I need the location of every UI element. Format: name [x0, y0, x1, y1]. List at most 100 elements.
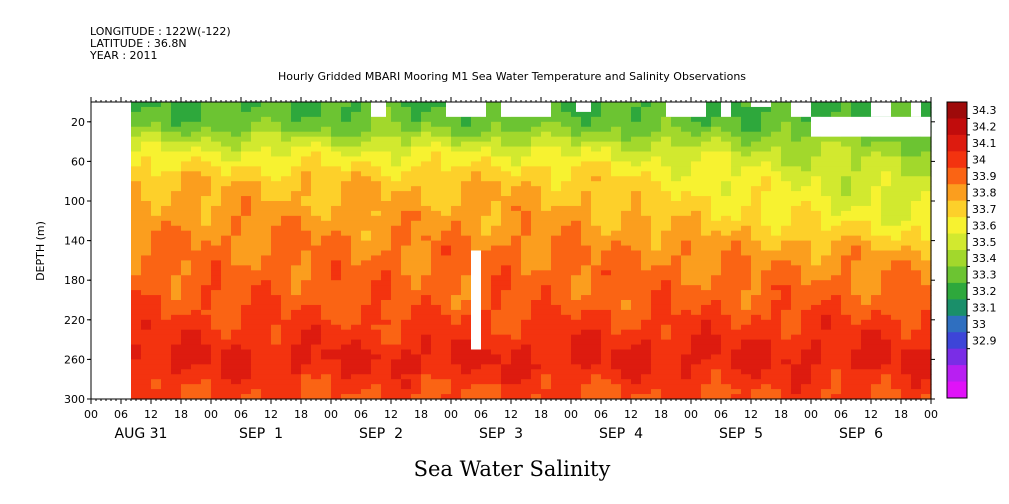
- salinity-cell: [331, 176, 342, 182]
- salinity-cell: [871, 260, 882, 266]
- salinity-cell: [921, 379, 932, 385]
- salinity-cell: [601, 131, 612, 138]
- salinity-cell: [201, 270, 212, 276]
- salinity-cell: [831, 210, 842, 217]
- salinity-cell: [621, 309, 632, 316]
- salinity-cell: [851, 344, 862, 351]
- salinity-cell: [241, 309, 252, 316]
- salinity-cell: [901, 309, 912, 316]
- salinity-cell: [741, 354, 752, 360]
- salinity-cell: [731, 240, 742, 247]
- salinity-cell: [311, 166, 322, 172]
- salinity-cell: [481, 116, 492, 123]
- salinity-cell: [561, 304, 572, 311]
- salinity-cell: [411, 344, 422, 351]
- salinity-cell: [151, 285, 162, 291]
- salinity-cell: [291, 319, 302, 326]
- salinity-cell: [321, 334, 332, 341]
- salinity-cell: [741, 250, 752, 257]
- salinity-cell: [741, 141, 752, 148]
- salinity-cell: [161, 384, 172, 390]
- salinity-cell: [131, 389, 142, 395]
- salinity-cell: [791, 220, 802, 227]
- salinity-cell: [791, 131, 802, 138]
- salinity-cell: [521, 394, 532, 400]
- salinity-cell: [351, 171, 362, 177]
- salinity-cell: [351, 275, 362, 281]
- salinity-cell: [131, 300, 142, 306]
- salinity-cell: [621, 344, 632, 351]
- salinity-cell: [451, 324, 462, 331]
- salinity-cell: [351, 304, 362, 311]
- salinity-cell: [171, 339, 182, 346]
- salinity-cell: [301, 329, 312, 336]
- salinity-cell: [311, 339, 322, 346]
- salinity-cell: [841, 389, 852, 395]
- salinity-cell: [301, 309, 312, 316]
- salinity-cell: [161, 344, 172, 351]
- salinity-cell: [391, 290, 402, 296]
- salinity-cell: [501, 295, 512, 301]
- salinity-cell: [601, 265, 612, 271]
- salinity-cell: [451, 240, 462, 247]
- salinity-cell: [501, 324, 512, 331]
- salinity-cell: [511, 379, 522, 385]
- salinity-cell: [621, 339, 632, 346]
- salinity-cell: [801, 265, 812, 271]
- salinity-cell: [381, 349, 392, 356]
- salinity-cell: [491, 374, 502, 380]
- salinity-cell: [301, 285, 312, 291]
- salinity-cell: [841, 349, 852, 356]
- salinity-cell: [551, 151, 562, 158]
- salinity-cell: [551, 166, 562, 172]
- salinity-cell: [241, 225, 252, 232]
- salinity-cell: [711, 339, 722, 346]
- salinity-cell: [701, 245, 712, 252]
- salinity-cell: [621, 191, 632, 197]
- salinity-cell: [721, 250, 732, 257]
- salinity-cell: [381, 300, 392, 306]
- salinity-cell: [271, 255, 282, 261]
- salinity-cell: [721, 220, 732, 227]
- salinity-cell: [531, 191, 542, 197]
- salinity-cell: [381, 265, 392, 271]
- salinity-cell: [821, 136, 832, 143]
- salinity-cell: [201, 106, 212, 113]
- salinity-cell: [201, 280, 212, 286]
- salinity-cell: [421, 245, 432, 252]
- salinity-cell: [341, 319, 352, 326]
- salinity-cell: [291, 314, 302, 321]
- salinity-cell: [341, 161, 352, 167]
- salinity-cell: [571, 339, 582, 346]
- salinity-cell: [501, 116, 512, 123]
- salinity-cell: [361, 250, 372, 257]
- salinity-cell: [241, 235, 252, 242]
- salinity-cell: [651, 131, 662, 138]
- salinity-cell: [451, 166, 462, 172]
- salinity-cell: [171, 364, 182, 370]
- salinity-cell: [191, 186, 202, 192]
- salinity-cell: [291, 280, 302, 286]
- salinity-cell: [171, 275, 182, 281]
- salinity-cell: [651, 240, 662, 247]
- salinity-cell: [161, 146, 172, 153]
- salinity-cell: [891, 166, 902, 172]
- salinity-cell: [781, 290, 792, 296]
- salinity-cell: [201, 255, 212, 261]
- salinity-cell: [781, 300, 792, 306]
- salinity-cell: [781, 280, 792, 286]
- salinity-cell: [371, 220, 382, 227]
- salinity-cell: [651, 290, 662, 296]
- salinity-cell: [561, 344, 572, 351]
- salinity-cell: [861, 151, 872, 158]
- salinity-cell: [561, 250, 572, 257]
- salinity-cell: [901, 270, 912, 276]
- salinity-cell: [291, 136, 302, 143]
- salinity-cell: [461, 215, 472, 222]
- salinity-cell: [561, 309, 572, 316]
- salinity-cell: [831, 280, 842, 286]
- salinity-cell: [471, 146, 482, 153]
- salinity-cell: [581, 329, 592, 336]
- salinity-cell: [601, 349, 612, 356]
- salinity-cell: [901, 339, 912, 346]
